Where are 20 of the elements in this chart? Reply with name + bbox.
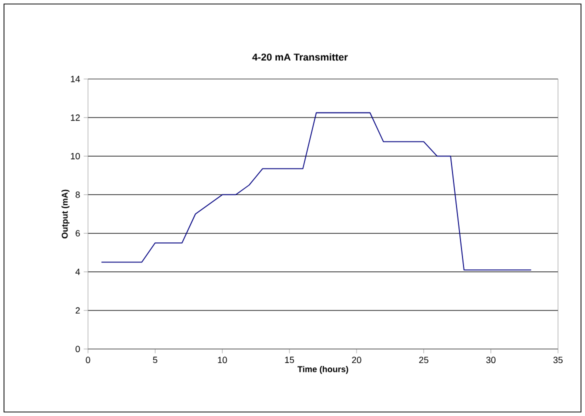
x-axis-title: Time (hours) (298, 366, 348, 374)
x-tick-label: 10 (218, 356, 227, 364)
x-tick-label: 15 (285, 356, 294, 364)
y-tick-label: 2 (76, 307, 80, 314)
line-series (100, 112, 532, 270)
y-tick-label: 12 (70, 114, 80, 121)
x-tick-label: 30 (486, 356, 496, 364)
y-tick-label: 4 (75, 268, 80, 275)
y-tick-label: 6 (76, 230, 80, 236)
y-tick-label: 0 (76, 346, 80, 352)
x-tick-label: 5 (153, 356, 158, 364)
chart-title: 4-20 mA Transmitter (252, 53, 348, 61)
y-tick-label: 10 (70, 152, 80, 160)
y-tick-label: 14 (70, 76, 80, 82)
x-tick-label: 35 (553, 356, 563, 364)
x-tick-label: 25 (419, 356, 428, 364)
y-tick-label: 8 (76, 192, 80, 198)
x-tick-label: 20 (352, 356, 362, 364)
x-tick-label: 0 (86, 356, 90, 364)
y-axis-title: Output (mA) (62, 190, 70, 238)
